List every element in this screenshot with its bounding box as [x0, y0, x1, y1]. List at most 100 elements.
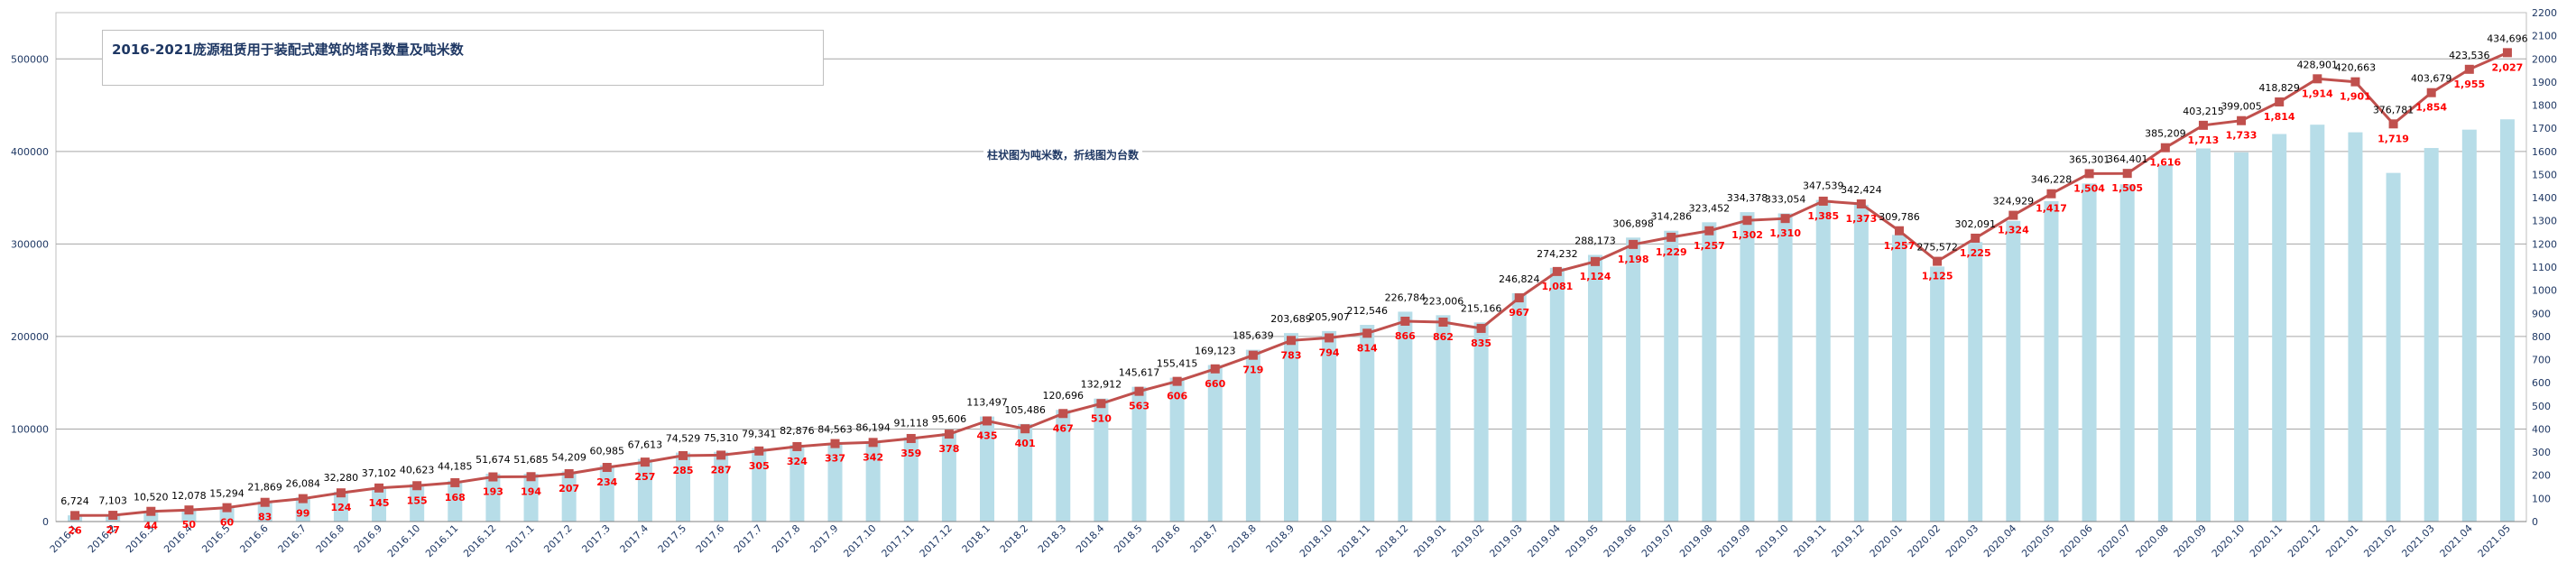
x-axis-tick-label: 2017.2 [541, 522, 574, 555]
right-axis-tick-label: 2100 [2532, 31, 2557, 42]
right-axis-tick-label: 1200 [2532, 238, 2557, 250]
line-marker [412, 481, 422, 491]
x-axis-tick-label: 2019.05 [1564, 522, 1601, 559]
bar-value-label: 324,929 [1993, 196, 2035, 208]
line-marker [1856, 199, 1866, 209]
right-axis-tick-label: 1900 [2532, 77, 2557, 88]
line-value-label: 193 [483, 486, 503, 498]
line-value-label: 359 [900, 448, 921, 459]
bar-value-label: 26,084 [286, 477, 321, 489]
bar-value-label: 21,869 [247, 482, 282, 494]
line-marker [1096, 399, 1106, 409]
bar [1018, 423, 1033, 522]
bar-value-label: 60,985 [590, 445, 625, 457]
x-axis-tick-label: 2019.06 [1602, 522, 1639, 559]
bar-value-label: 51,674 [475, 454, 511, 466]
bar [1853, 204, 1869, 522]
line-series [70, 48, 2512, 521]
x-axis-tick-label: 2021.02 [2361, 522, 2398, 559]
x-axis-tick-label: 2020.05 [2019, 522, 2056, 559]
x-axis-tick-label: 2018.3 [1036, 522, 1068, 555]
line-marker [2388, 119, 2398, 129]
x-axis-tick-label: 2018.8 [1226, 522, 1259, 555]
line-marker [108, 511, 118, 521]
bar [1815, 199, 1831, 522]
x-axis-tick-label: 2019.08 [1677, 522, 1714, 559]
chart-note: 柱状图为吨米数，折线图为台数 [983, 147, 1143, 162]
line-value-label: 145 [369, 497, 390, 509]
bar [1056, 410, 1071, 522]
line-marker [260, 497, 270, 507]
bar [2234, 152, 2249, 522]
bar [903, 437, 919, 522]
bar-value-label: 12,078 [171, 490, 207, 502]
line-value-label: 967 [1509, 307, 1529, 319]
bar-value-label: 346,228 [2031, 174, 2073, 186]
line-value-label: 1,955 [2453, 79, 2485, 90]
line-value-label: 285 [673, 465, 694, 476]
bar [2044, 200, 2059, 522]
line-marker [640, 457, 650, 467]
x-axis-tick-label: 2017.6 [694, 522, 726, 555]
x-axis-tick-label: 2018.6 [1150, 522, 1182, 555]
line-marker [792, 441, 802, 451]
x-axis-tick-label: 2020.07 [2095, 522, 2132, 559]
bar [1473, 322, 1489, 522]
x-axis-tick-label: 2020.03 [1944, 522, 1980, 559]
bar-value-label: 203,689 [1270, 313, 1312, 325]
bar [2424, 148, 2439, 522]
bar [1398, 311, 1413, 522]
right-axis-tick-label: 500 [2532, 401, 2551, 412]
bar-value-label: 32,280 [324, 472, 359, 484]
bar [2310, 125, 2325, 522]
bar [1777, 213, 1793, 522]
line-value-label: 26 [68, 524, 82, 536]
x-axis-tick-label: 2017.11 [880, 522, 917, 559]
left-axis-tick-label: 300000 [11, 238, 49, 250]
line-marker [1667, 232, 1676, 242]
line-value-label: 1,257 [1884, 240, 1916, 252]
bar-value-label: 113,497 [966, 397, 1008, 409]
bar-value-label: 364,401 [2107, 153, 2148, 165]
bar [676, 452, 691, 522]
bar-value-label: 95,606 [932, 413, 967, 425]
line-value-label: 1,504 [2073, 182, 2105, 194]
x-axis-tick-label: 2021.01 [2323, 522, 2360, 559]
x-axis-tick-label: 2016.10 [385, 522, 422, 559]
bar-value-label: 169,123 [1195, 346, 1236, 357]
line-marker [222, 503, 232, 513]
bar-value-label: 385,209 [2145, 128, 2186, 140]
line-marker [868, 438, 878, 448]
line-marker [2502, 48, 2512, 58]
bar-value-label: 428,901 [2297, 59, 2339, 70]
bar [372, 486, 387, 522]
line-value-label: 155 [407, 494, 428, 506]
line-value-label: 83 [258, 512, 272, 523]
line-value-label: 1,124 [1580, 271, 1611, 282]
bar [2006, 220, 2021, 522]
bar-value-label: 10,520 [134, 492, 169, 503]
line-value-label: 606 [1167, 391, 1187, 402]
bar-value-label: 314,286 [1650, 211, 1692, 223]
bar [1094, 398, 1109, 522]
right-axis-tick-label: 1300 [2532, 216, 2557, 227]
line-marker [983, 416, 993, 426]
line-marker [1172, 376, 1182, 386]
line-value-label: 1,225 [1960, 247, 1991, 259]
line-value-label: 1,733 [2226, 130, 2257, 142]
line-value-label: 44 [144, 521, 159, 532]
bar-value-label: 84,563 [817, 423, 853, 435]
bar [295, 497, 310, 522]
line-marker [1058, 409, 1068, 419]
x-axis-tick-label: 2017.5 [656, 522, 688, 555]
line-marker [450, 477, 460, 487]
line-value-label: 814 [1357, 342, 1378, 354]
bar-value-label: 347,539 [1803, 180, 1844, 192]
left-axis-tick-label: 100000 [11, 423, 49, 435]
bar-value-label: 67,613 [628, 439, 663, 451]
line-value-label: 234 [596, 476, 617, 488]
bar-value-label: 185,639 [1233, 330, 1274, 342]
bar [410, 484, 425, 522]
right-axis-tick-label: 200 [2532, 470, 2551, 482]
bar [1360, 325, 1375, 522]
